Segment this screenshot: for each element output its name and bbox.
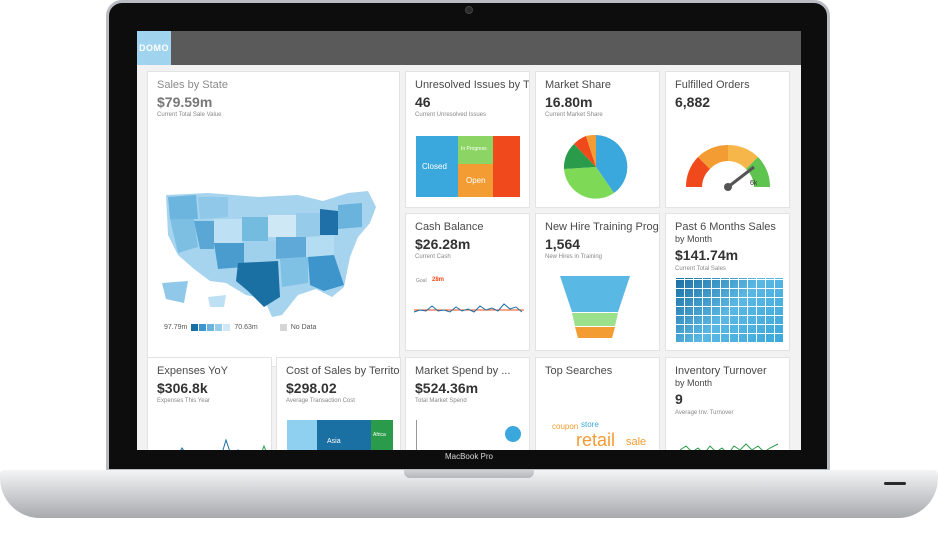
treemap-closed-label: Closed: [422, 162, 447, 171]
card-value: 16.80m: [545, 94, 593, 110]
card-title: Cost of Sales by Territory: [286, 365, 401, 377]
expenses-line-chart: [180, 438, 267, 450]
treemap-africa: [371, 420, 393, 450]
card-value: $306.8k: [157, 380, 208, 396]
map-legend: 97.79m 70.63m No Data: [164, 324, 316, 331]
card-title: Sales by State: [157, 79, 228, 91]
heatmap-grid: [676, 278, 784, 342]
card-title: Unresolved Issues by T...: [415, 79, 530, 91]
card-new-hire-training[interactable]: New Hire Training Prog... 1,564 New Hire…: [535, 213, 660, 351]
top-bar: DOMO: [137, 31, 801, 65]
card-value: $298.02: [286, 380, 337, 396]
card-value: $141.74m: [675, 247, 739, 263]
card-subtitle: Expenses This Year: [157, 398, 210, 404]
laptop-base-notch: [404, 470, 534, 478]
card-title: Fulfilled Orders: [675, 79, 750, 91]
card-market-share[interactable]: Market Share 16.80m Current Market Share: [535, 71, 660, 208]
treemap-in-progress-label: In Progress: [461, 146, 487, 152]
card-value: $524.36m: [415, 380, 479, 396]
camera-icon: [465, 6, 473, 14]
treemap-other: [493, 136, 520, 197]
us-map: [162, 191, 376, 317]
card-value: 6,882: [675, 94, 711, 110]
inventory-line-chart: [679, 443, 779, 450]
treemap-open-label: Open: [466, 176, 486, 185]
treemap-asia: [317, 420, 371, 450]
card-subtitle: Average Transaction Cost: [286, 398, 355, 404]
card-fulfilled-orders[interactable]: Fulfilled Orders 6,882 6k: [665, 71, 790, 208]
device-label: MacBook Pro: [444, 452, 494, 461]
treemap-in-progress: [458, 136, 493, 164]
card-market-spend[interactable]: Market Spend by ... $524.36m Total Marke…: [405, 357, 530, 450]
card-past-6-months-sales[interactable]: Past 6 Months Sales by Month $141.74m Cu…: [665, 213, 790, 351]
card-sales-by-state[interactable]: Sales by State $79.59m Current Total Sal…: [147, 71, 400, 367]
word-retail: retail: [576, 430, 616, 450]
treemap-asia-label: Asia: [327, 438, 341, 445]
bubble: [505, 426, 521, 442]
card-title: Market Spend by ...: [415, 365, 511, 377]
card-subtitle: Current Market Share: [545, 112, 603, 118]
treemap-open: [458, 164, 493, 197]
screen: DOMO Sales by State $79.59m Current Tota…: [137, 31, 801, 450]
laptop-base: [0, 470, 938, 518]
card-subtitle: Total Market Spend: [415, 398, 467, 404]
legend-nodata-swatch: [279, 324, 287, 331]
goal-value: 28m: [432, 277, 445, 283]
card-subtitle: Current Total Sale Value: [157, 112, 222, 118]
card-value: $26.28m: [415, 236, 471, 252]
gauge: [685, 144, 771, 191]
card-subtitle: Current Unresolved Issues: [415, 112, 487, 118]
treemap-territory-1: [287, 420, 317, 450]
legend-min: 97.79m: [164, 324, 188, 331]
legend-nodata: No Data: [290, 324, 317, 331]
card-title: Expenses YoY: [157, 365, 228, 377]
card-cash-balance[interactable]: Cash Balance $26.28m Current Cash Goal 2…: [405, 213, 530, 351]
treemap-africa-label: Africa: [373, 432, 386, 438]
pie-chart: [563, 134, 628, 199]
chart-axis: [416, 420, 417, 450]
card-subtitle: Current Total Sales: [675, 266, 726, 272]
card-value: 46: [415, 94, 431, 110]
legend-scale: [191, 324, 231, 331]
legend-max: 70.63m: [234, 324, 258, 331]
card-subtitle: Current Cash: [415, 254, 451, 260]
gauge-label: 6k: [750, 180, 758, 187]
card-value: $79.59m: [157, 94, 213, 110]
card-title: Inventory Turnover: [675, 365, 767, 377]
card-subtitle: Average Inv. Turnover: [675, 410, 734, 416]
card-by: by Month: [675, 378, 713, 388]
card-title: Past 6 Months Sales: [675, 221, 776, 233]
card-expenses-yoy[interactable]: Expenses YoY $306.8k Expenses This Year: [147, 357, 272, 450]
card-title: Cash Balance: [415, 221, 484, 233]
card-unresolved-issues[interactable]: Unresolved Issues by T... 46 Current Unr…: [405, 71, 530, 208]
cash-line-chart: [413, 303, 524, 313]
sleep-indicator: [884, 482, 906, 485]
app-logo[interactable]: DOMO: [137, 31, 171, 65]
card-title: New Hire Training Prog...: [545, 221, 660, 233]
card-subtitle: New Hires in Training: [545, 254, 603, 260]
card-value: 1,564: [545, 236, 581, 252]
word-sale: sale: [626, 436, 647, 448]
treemap-closed: [416, 136, 458, 197]
card-cost-of-sales[interactable]: Cost of Sales by Territory $298.02 Avera…: [276, 357, 401, 450]
funnel-chart: [560, 276, 630, 338]
card-inventory-turnover[interactable]: Inventory Turnover by Month 9 Average In…: [665, 357, 790, 450]
card-title: Market Share: [545, 79, 612, 91]
card-title: Top Searches: [545, 365, 613, 377]
word-store: store: [581, 420, 599, 429]
goal-label: Goal: [416, 278, 427, 284]
card-by: by Month: [675, 234, 713, 244]
card-top-searches[interactable]: Top Searches coupon store retail sale: [535, 357, 660, 450]
card-value: 9: [675, 391, 683, 407]
word-coupon: coupon: [552, 422, 579, 431]
